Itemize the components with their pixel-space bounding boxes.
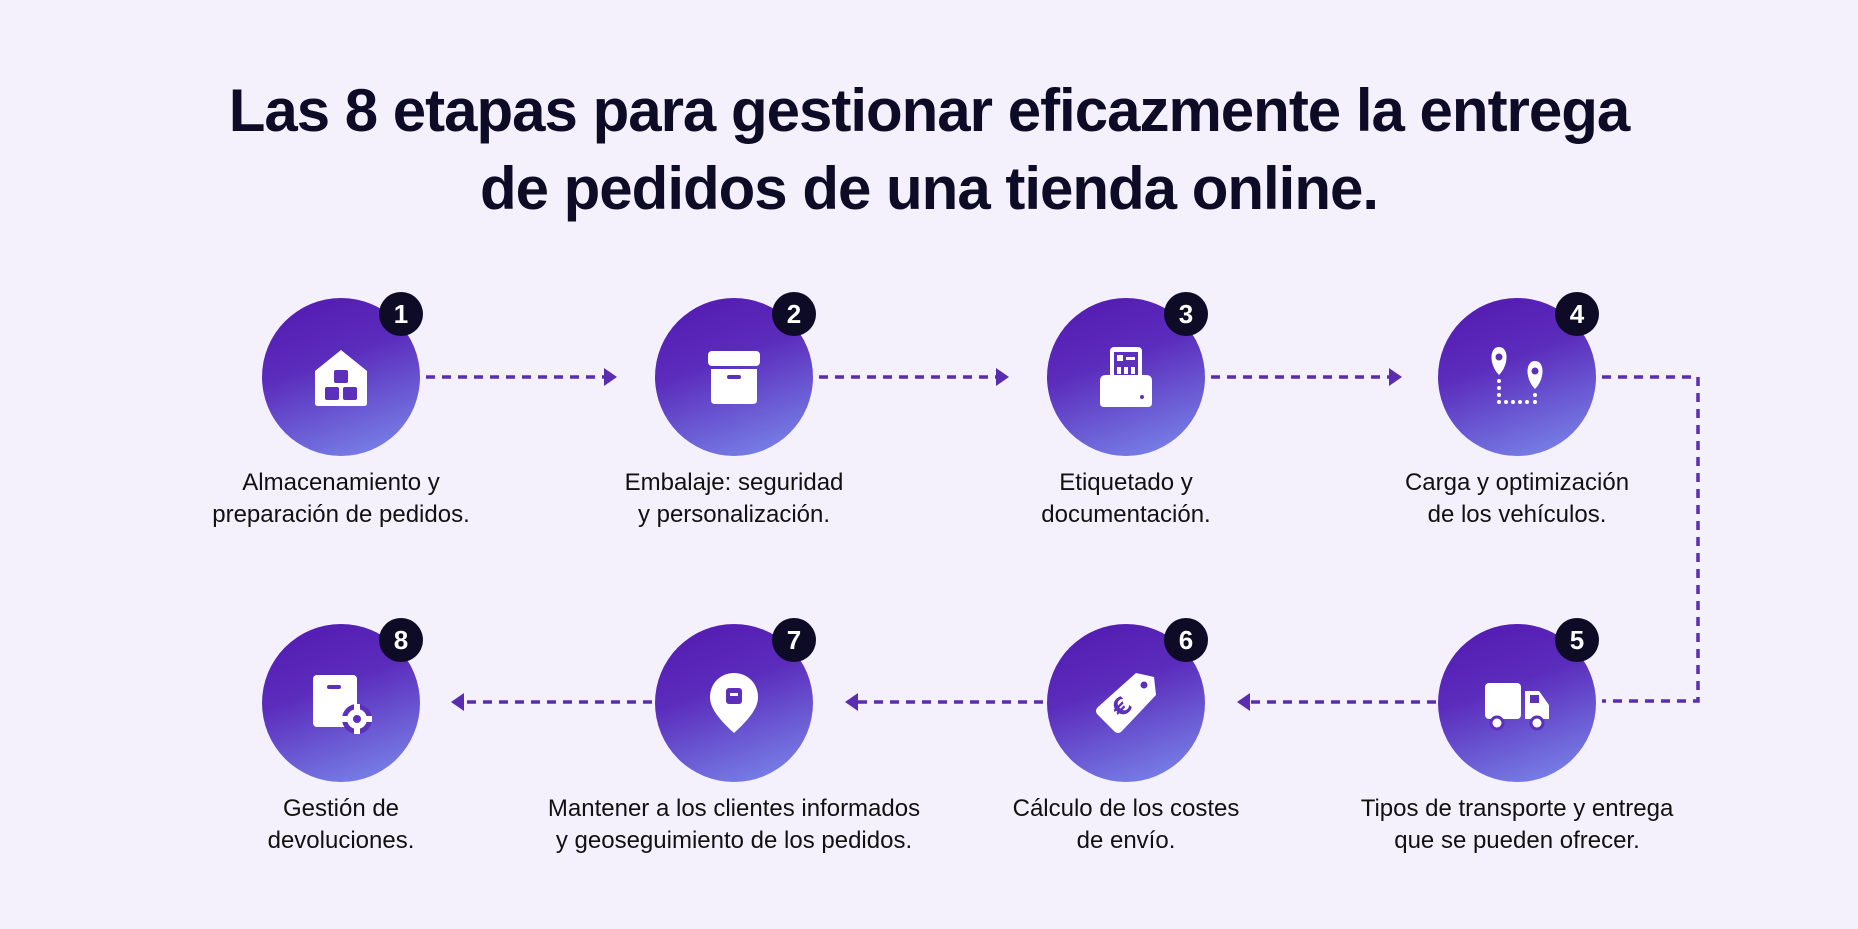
location-pin-icon [710, 673, 758, 733]
step-number-badge: 4 [1555, 292, 1599, 336]
delivery-truck-icon [1485, 683, 1549, 731]
step-number-badge: 1 [379, 292, 423, 336]
arrowhead-icon [996, 368, 1009, 386]
connector-4-5 [1602, 375, 1700, 703]
arrowhead-icon [845, 693, 858, 711]
page-title: Las 8 etapas para gestionar eficazmente … [0, 72, 1858, 228]
step-label: Cálculo de los costes de envío. [1012, 795, 1240, 854]
step-label: Embalaje: seguridad y personalización. [624, 469, 844, 528]
step-number-badge: 6 [1164, 618, 1208, 662]
step-label: Carga y optimización de los vehículos. [1404, 469, 1630, 528]
step-number-badge: 7 [772, 618, 816, 662]
step-number-badge: 8 [379, 618, 423, 662]
arrowhead-icon [1389, 368, 1402, 386]
step-number-badge: 2 [772, 292, 816, 336]
step-number-badge: 5 [1555, 618, 1599, 662]
warehouse-boxes-icon [315, 350, 367, 406]
arrowhead-icon [1237, 693, 1250, 711]
step-label: Etiquetado y documentación. [1041, 469, 1211, 528]
euro-price-tag-icon: € [1096, 673, 1156, 733]
arrowhead-icon [604, 368, 617, 386]
package-box-icon [708, 351, 760, 404]
step-label: Gestión de devoluciones. [267, 795, 415, 854]
arrowhead-icon [451, 693, 464, 711]
title-line-2: de pedidos de una tienda online. [479, 155, 1379, 222]
step-label: Tipos de transporte y entrega que se pued… [1360, 795, 1674, 854]
title-line-1: Las 8 etapas para gestionar eficazmente … [228, 77, 1631, 144]
label-printer-icon [1100, 347, 1152, 407]
step-label: Almacenamiento y preparación de pedidos. [212, 469, 470, 528]
step-label: Mantener a los clientes informados y geos… [547, 795, 921, 854]
route-pins-icon [1491, 347, 1543, 404]
box-settings-icon [313, 675, 372, 734]
step-number-badge: 3 [1164, 292, 1208, 336]
